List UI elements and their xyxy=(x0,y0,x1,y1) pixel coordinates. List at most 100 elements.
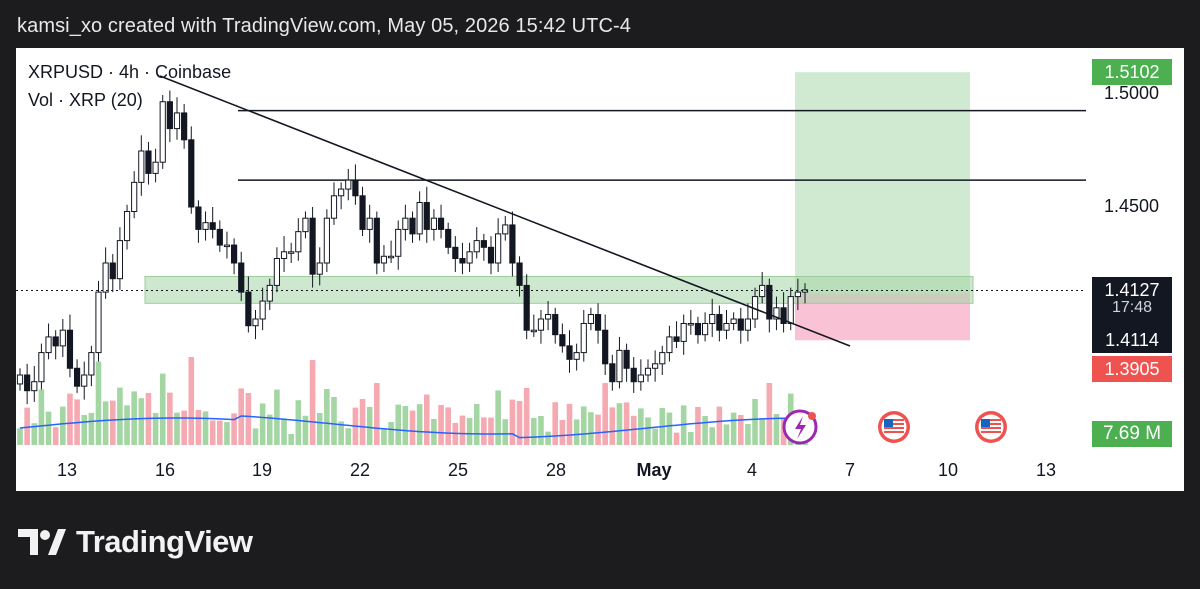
volume-bar xyxy=(252,428,259,445)
volume-bar xyxy=(623,402,630,445)
candle xyxy=(666,336,673,354)
volume-badge: 7.69 M xyxy=(1092,421,1172,447)
volume-bar xyxy=(609,407,616,445)
candle xyxy=(780,307,787,324)
volume-bar xyxy=(473,404,480,445)
target-price-badge: 1.5102 xyxy=(1092,59,1172,85)
candle xyxy=(452,246,459,260)
volume-bar xyxy=(124,405,130,445)
volume-bar xyxy=(388,422,394,445)
candle xyxy=(594,314,602,331)
event-dot-icon xyxy=(808,412,816,420)
candle xyxy=(609,363,616,383)
volume-bar xyxy=(745,424,751,445)
candle xyxy=(59,329,66,347)
volume-bar xyxy=(381,429,387,445)
candle xyxy=(730,318,737,324)
x-tick: 4 xyxy=(746,460,758,480)
volume-bar xyxy=(81,415,88,445)
volume-bar xyxy=(102,401,109,445)
current-price-badge: 1.4127 17:48 xyxy=(1092,277,1172,329)
candle xyxy=(188,139,195,208)
volume-bar xyxy=(52,427,59,445)
volume-bar xyxy=(345,428,352,445)
volume-bar xyxy=(224,422,230,445)
chart-attribution: kamsi_xo created with TradingView.com, M… xyxy=(17,15,632,37)
candle xyxy=(530,329,537,333)
x-tick: 10 xyxy=(937,460,959,480)
volume-bar xyxy=(552,402,559,445)
candle xyxy=(138,150,145,183)
volume-bar xyxy=(31,423,38,445)
candle xyxy=(330,195,338,219)
volume-bar xyxy=(266,414,273,445)
tradingview-logo-icon xyxy=(18,529,66,555)
volume-bar xyxy=(309,360,316,445)
volume-bar xyxy=(195,410,202,445)
support-zone xyxy=(144,275,974,304)
candle xyxy=(259,300,266,320)
volume-bar xyxy=(559,420,566,445)
tradingview-wordmark: TradingView xyxy=(76,524,253,559)
candle xyxy=(573,352,580,360)
lightning-icon xyxy=(795,416,806,439)
candle xyxy=(302,217,309,233)
volume-bar xyxy=(652,428,658,445)
volume-legend[interactable]: Vol · XRP (20) xyxy=(28,90,143,110)
candle xyxy=(509,224,516,264)
volume-bar xyxy=(402,406,409,445)
us-flag-icon-stripe xyxy=(884,431,904,433)
candle xyxy=(430,217,438,230)
candle xyxy=(387,255,395,259)
candle xyxy=(181,112,188,141)
candle xyxy=(659,352,666,365)
candle xyxy=(544,314,552,320)
candle xyxy=(238,262,245,293)
volume-bar xyxy=(274,389,280,445)
volume-bar xyxy=(45,411,52,445)
candle xyxy=(480,240,487,248)
volume-bar xyxy=(466,418,473,445)
x-tick: 13 xyxy=(56,460,78,480)
x-tick: 28 xyxy=(545,460,567,480)
volume-bar xyxy=(716,406,723,445)
candle xyxy=(794,291,801,298)
candle xyxy=(616,349,623,383)
candle xyxy=(409,217,416,235)
volume-bar xyxy=(338,421,344,445)
volume-bar xyxy=(438,405,444,445)
candle xyxy=(102,262,109,293)
candle xyxy=(630,367,637,383)
volume-bar xyxy=(495,390,501,445)
volume-bar xyxy=(295,400,302,445)
volume-bar xyxy=(231,413,237,445)
volume-bar xyxy=(67,393,73,445)
price-axis[interactable] xyxy=(1084,48,1184,491)
volume-bar xyxy=(666,412,673,445)
volume-bar xyxy=(302,415,309,445)
candle xyxy=(766,284,773,320)
volume-bar xyxy=(331,397,337,445)
volume-bar xyxy=(416,404,423,445)
stop-price-badge: 1.3905 xyxy=(1092,356,1172,382)
symbol-legend[interactable]: XRPUSD · 4h · Coinbase xyxy=(28,62,232,82)
entry-price-badge: 1.4114 xyxy=(1092,327,1172,353)
candle xyxy=(373,217,380,264)
tradingview-logo[interactable]: TradingView xyxy=(18,522,253,562)
volume-bar xyxy=(88,413,95,445)
volume-bar xyxy=(502,419,509,445)
candle xyxy=(701,322,709,336)
candle xyxy=(366,217,373,230)
candle xyxy=(52,336,59,347)
volume-bar xyxy=(531,418,537,445)
volume-bar xyxy=(60,406,66,445)
candle xyxy=(552,314,559,336)
candle xyxy=(744,318,752,331)
candle xyxy=(516,262,523,286)
candle xyxy=(95,291,102,354)
candle xyxy=(66,329,74,369)
candle xyxy=(502,224,509,235)
candle xyxy=(537,318,545,331)
candle xyxy=(159,101,166,163)
